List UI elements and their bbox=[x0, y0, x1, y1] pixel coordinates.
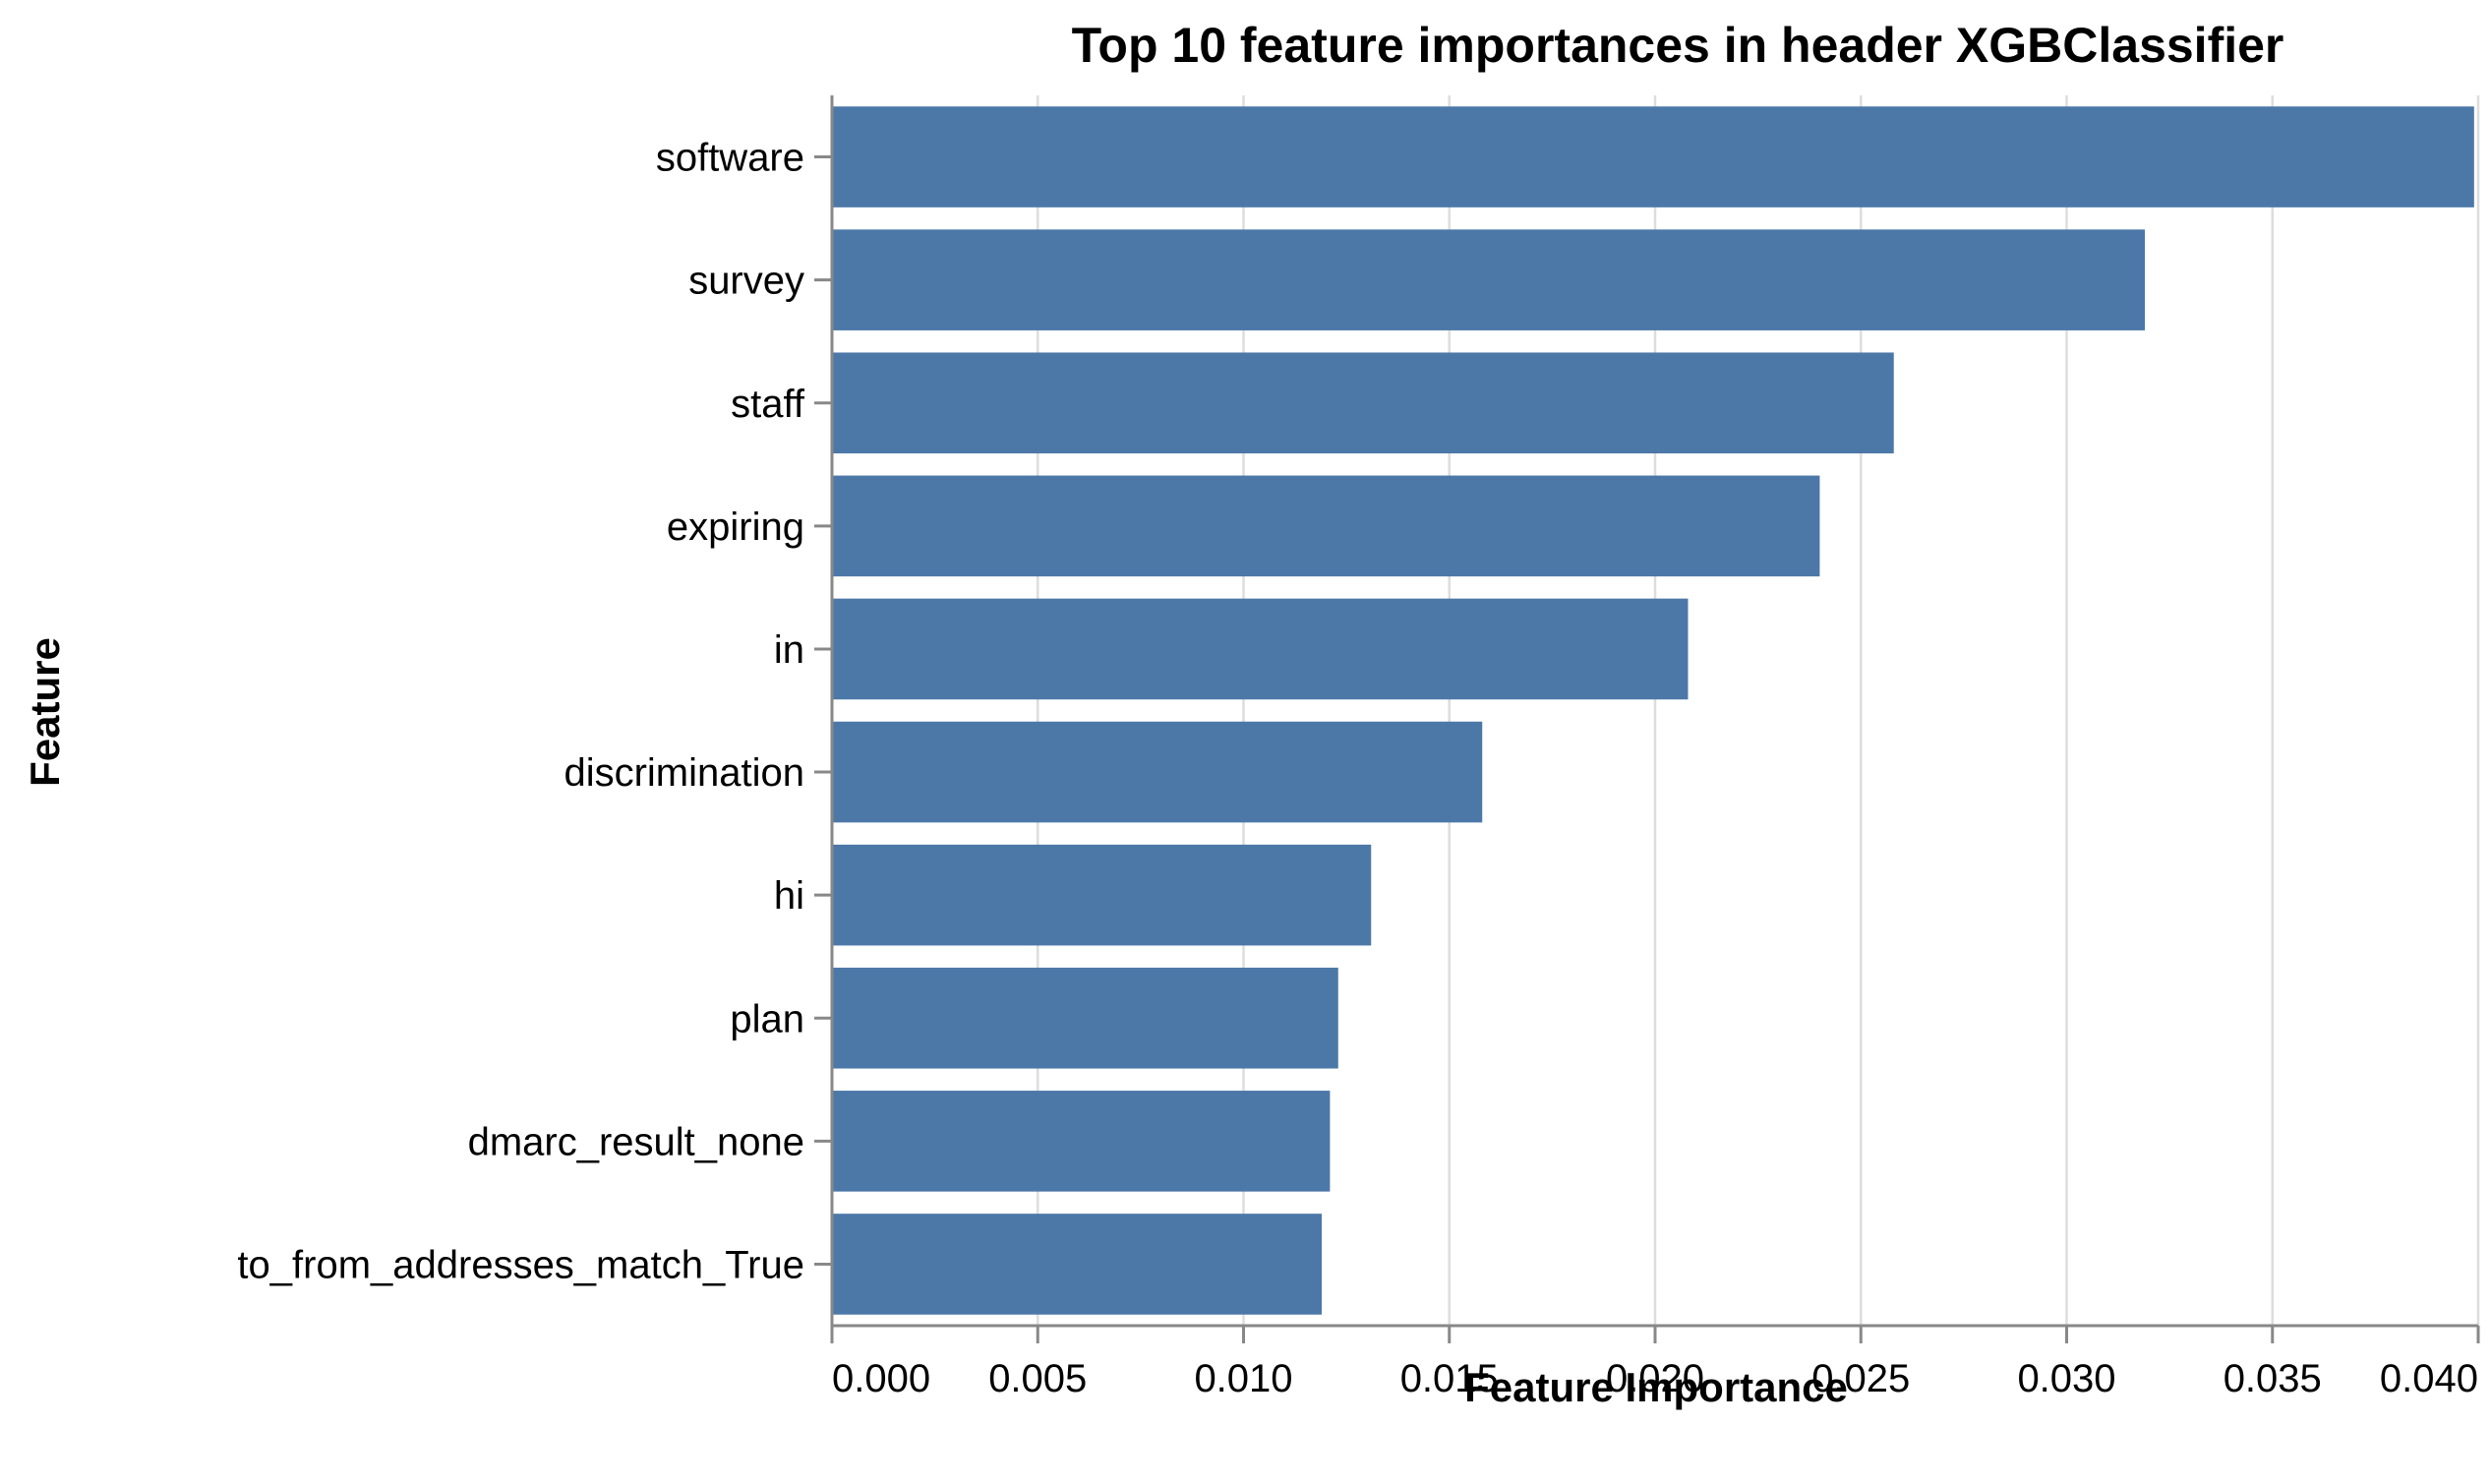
x-axis-title: Feature Importance bbox=[1464, 1364, 1848, 1410]
bar-in[interactable] bbox=[832, 598, 1689, 700]
bar-hi[interactable] bbox=[832, 844, 1372, 946]
x-tick-label: 0.025 bbox=[1811, 1357, 1910, 1400]
chart-title: Top 10 feature importances in header XGB… bbox=[1072, 18, 2284, 73]
x-tick-label: 0.010 bbox=[1194, 1357, 1292, 1400]
y-tick-label: to_from_addresses_match_True bbox=[237, 1243, 804, 1286]
x-axis: 0.000 0.005 0.010 0.015 0.020 0.025 0.030 0.035… bbox=[830, 1324, 2480, 1400]
x-tick-label: 0.030 bbox=[2017, 1357, 2115, 1400]
y-tick-label: software bbox=[656, 137, 804, 180]
bar-discrimination[interactable] bbox=[832, 721, 1483, 823]
y-axis: software survey staff expiring in discriminat… bbox=[237, 95, 834, 1326]
x-tick-label: 0.015 bbox=[1400, 1357, 1499, 1400]
y-tick-label: survey bbox=[688, 260, 804, 303]
y-tick-label: discrimination bbox=[563, 751, 804, 795]
x-tick-label: 0.005 bbox=[988, 1357, 1087, 1400]
bar-expiring[interactable] bbox=[832, 475, 1820, 577]
bar-plan[interactable] bbox=[832, 967, 1338, 1069]
bar-staff[interactable] bbox=[832, 352, 1894, 454]
y-tick-label: expiring bbox=[667, 505, 804, 549]
bar-software[interactable] bbox=[832, 106, 2474, 208]
bar-to_from_addresses_match_True[interactable] bbox=[832, 1214, 1323, 1315]
y-tick-label: dmarc_result_none bbox=[468, 1120, 804, 1163]
y-tick-label: hi bbox=[774, 874, 804, 918]
y-tick-label: in bbox=[774, 628, 804, 672]
x-tick-label: 0.000 bbox=[832, 1357, 930, 1400]
y-tick-label: staff bbox=[731, 383, 805, 426]
bars bbox=[832, 106, 2474, 1315]
x-tick-label: 0.035 bbox=[2224, 1357, 2322, 1400]
bar-survey[interactable] bbox=[832, 229, 2146, 330]
bar-dmarc_result_none[interactable] bbox=[832, 1091, 1331, 1192]
x-tick-label: 0.040 bbox=[2380, 1357, 2478, 1400]
y-tick-label: plan bbox=[730, 997, 804, 1040]
y-axis-title: Feature bbox=[22, 637, 68, 787]
x-tick-label: 0.020 bbox=[1606, 1357, 1704, 1400]
